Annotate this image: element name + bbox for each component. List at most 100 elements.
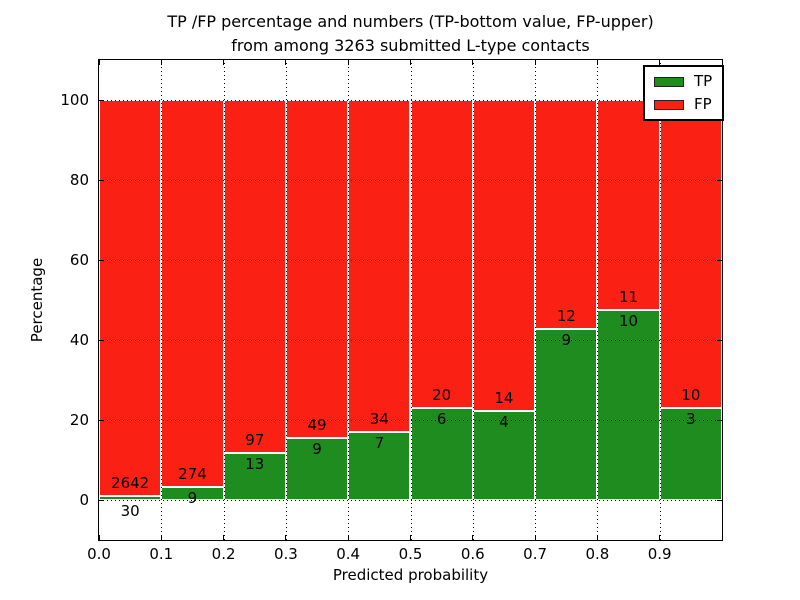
x-tick-mark	[721, 60, 723, 65]
fp-count-label: 34	[369, 409, 389, 428]
y-tick-label: 40	[69, 331, 89, 349]
bar-fp-segment	[535, 100, 598, 329]
y-tick-mark	[99, 339, 104, 341]
x-tick-mark	[285, 535, 287, 540]
bar-tp-segment	[99, 495, 162, 500]
y-tick-mark	[99, 179, 104, 181]
chart-title-line2: from among 3263 submitted L-type contact…	[231, 36, 590, 55]
bar-fp-segment	[99, 100, 162, 496]
y-tick-mark	[99, 99, 104, 101]
legend: TP FP	[643, 65, 725, 121]
y-tick-mark	[717, 499, 722, 501]
fp-count-label: 97	[245, 430, 265, 449]
x-tick-label: 0.9	[647, 545, 672, 563]
fp-count-label: 11	[618, 287, 639, 306]
chart-title: TP /FP percentage and numbers (TP-bottom…	[99, 10, 722, 58]
x-tick-mark	[160, 60, 162, 65]
x-tick-label: 0.6	[460, 545, 485, 563]
x-tick-label: 0.7	[523, 545, 548, 563]
tp-count-label: 6	[436, 409, 447, 428]
fp-count-label: 49	[307, 415, 327, 434]
legend-item-fp: FP	[654, 97, 712, 112]
tp-count-label: 30	[120, 501, 140, 520]
bar-fp-segment	[410, 100, 473, 408]
bar-fp-segment	[223, 100, 286, 453]
bar-fp-segment	[597, 100, 660, 310]
fp-count-label: 10	[681, 385, 701, 404]
x-gridline	[161, 60, 163, 540]
x-tick-label: 0.5	[398, 545, 423, 563]
x-tick-mark	[472, 535, 474, 540]
x-tick-mark	[160, 535, 162, 540]
x-gridline	[535, 60, 537, 540]
bar-tp-segment	[223, 452, 286, 500]
x-tick-label: 0.4	[336, 545, 361, 563]
tp-count-label: 7	[374, 433, 385, 452]
fp-count-label: 274	[178, 465, 207, 484]
x-tick-mark	[410, 535, 411, 540]
bar-fp-segment	[659, 100, 722, 408]
tp-swatch-icon	[654, 76, 684, 87]
x-tick-mark	[534, 535, 536, 540]
y-tick-mark	[717, 339, 722, 341]
x-tick-mark	[596, 535, 598, 540]
fp-count-label: 12	[556, 306, 576, 325]
y-tick-label: 20	[69, 411, 89, 429]
x-tick-mark	[285, 60, 287, 65]
x-gridline	[285, 60, 287, 540]
x-tick-mark	[534, 60, 536, 65]
tp-count-label: 13	[245, 454, 265, 473]
x-tick-mark	[659, 60, 661, 65]
y-tick-mark	[99, 259, 104, 261]
y-tick-mark	[99, 499, 104, 501]
bar-fp-segment	[472, 100, 536, 412]
plot-area: 2642 30 274 9 97 13 49 9 34 7 20 6 14 4 12 9 11 10 10 3	[98, 59, 723, 541]
x-tick-mark	[98, 535, 100, 540]
y-tick-mark	[717, 179, 722, 181]
x-gridline	[472, 60, 474, 540]
x-tick-mark	[347, 60, 349, 65]
tp-count-label: 3	[686, 409, 696, 428]
x-tick-mark	[721, 535, 723, 540]
tp-count-label: 10	[618, 311, 639, 330]
y-axis-label: Percentage	[28, 257, 46, 343]
bar-fp-segment	[348, 100, 411, 432]
x-tick-mark	[223, 535, 225, 540]
x-tick-mark	[410, 60, 411, 65]
bar-tp-segment	[597, 309, 660, 500]
x-tick-label: 0.2	[211, 545, 236, 563]
y-tick-mark	[99, 419, 104, 421]
x-gridline	[597, 60, 599, 540]
x-tick-label: 0.0	[87, 545, 111, 563]
y-tick-label: 0	[79, 491, 89, 509]
x-tick-mark	[659, 535, 661, 540]
legend-item-tp: TP	[654, 74, 712, 89]
y-tick-mark	[717, 259, 722, 261]
fp-count-label: 20	[432, 385, 452, 404]
tp-count-label: 9	[561, 330, 572, 349]
bar-fp-segment	[161, 100, 224, 488]
x-axis-label: Predicted probability	[332, 566, 489, 584]
x-gridline	[410, 60, 412, 540]
fp-count-label: 2642	[111, 473, 150, 492]
x-tick-label: 0.8	[585, 545, 610, 563]
y-tick-label: 100	[60, 91, 89, 109]
x-tick-mark	[98, 60, 100, 65]
x-gridline	[348, 60, 350, 540]
x-tick-mark	[596, 60, 598, 65]
chart-title-line1: TP /FP percentage and numbers (TP-bottom…	[167, 12, 654, 31]
legend-label-fp: FP	[694, 95, 712, 113]
x-tick-label: 0.3	[273, 545, 298, 563]
bar-fp-segment	[285, 100, 349, 438]
y-tick-label: 80	[69, 171, 89, 189]
x-tick-mark	[223, 60, 225, 65]
legend-label-tp: TP	[694, 72, 713, 90]
x-tick-mark	[347, 535, 349, 540]
bar-tp-segment	[535, 328, 598, 500]
x-gridline	[659, 60, 661, 540]
tp-count-label: 9	[187, 489, 198, 508]
y-tick-label: 60	[69, 251, 89, 269]
fp-swatch-icon	[654, 99, 684, 110]
tp-count-label: 9	[312, 439, 322, 458]
